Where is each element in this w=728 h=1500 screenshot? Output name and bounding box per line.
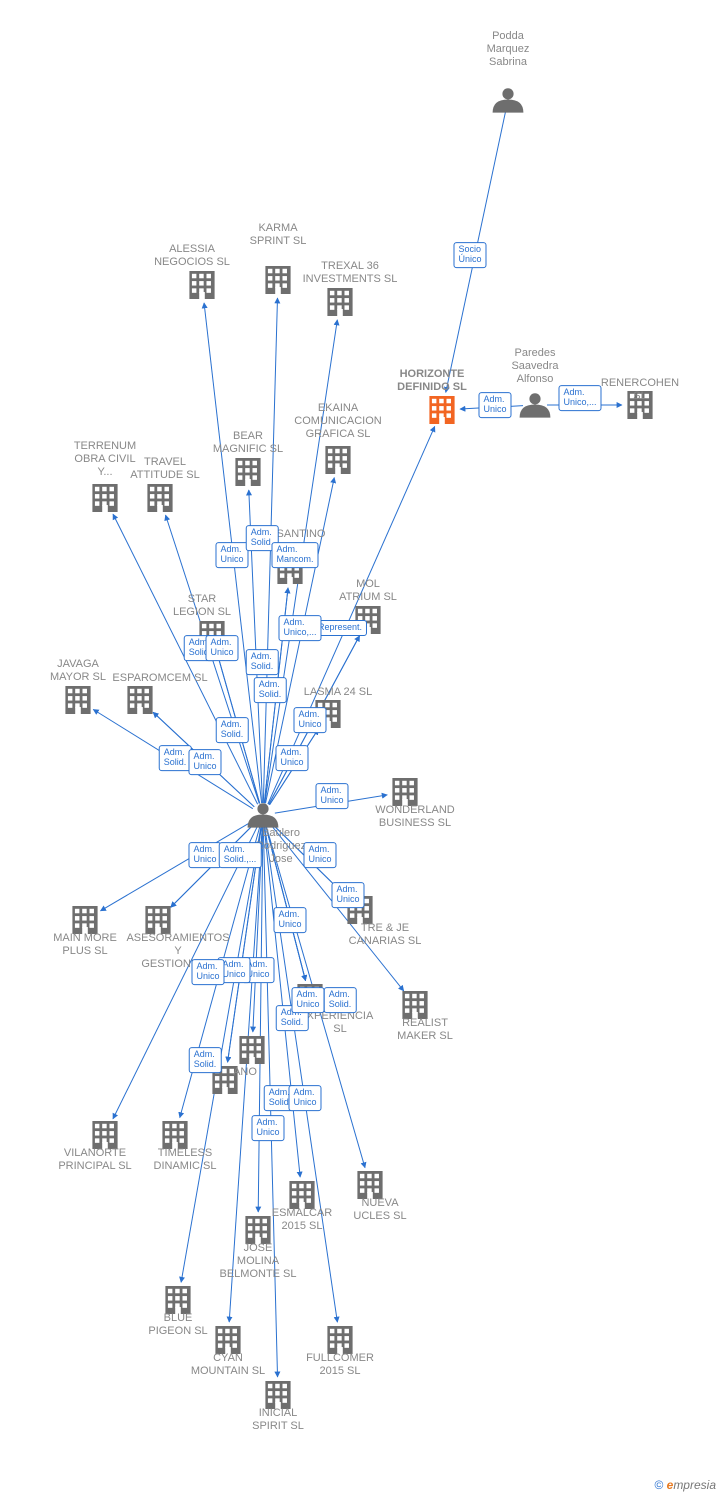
edge	[460, 406, 523, 409]
edge	[269, 636, 360, 805]
edge	[264, 827, 300, 1177]
building-icon[interactable]	[189, 271, 214, 299]
building-icon[interactable]	[239, 1036, 264, 1064]
building-icon[interactable]	[357, 1171, 382, 1199]
network-graph-svg	[0, 0, 728, 1500]
building-icon[interactable]	[265, 1381, 290, 1409]
edge	[263, 827, 277, 1377]
building-icon[interactable]	[325, 446, 350, 474]
building-icon[interactable]	[145, 906, 170, 934]
building-icon[interactable]	[429, 396, 454, 424]
building-icon[interactable]	[327, 288, 352, 316]
building-icon[interactable]	[92, 1121, 117, 1149]
person-icon[interactable]	[520, 393, 551, 417]
edge	[204, 303, 262, 803]
edge	[93, 710, 253, 809]
person-icon[interactable]	[248, 803, 279, 827]
building-icon[interactable]	[147, 484, 172, 512]
building-icon[interactable]	[327, 1326, 352, 1354]
building-icon[interactable]	[265, 266, 290, 294]
person-icon[interactable]	[493, 88, 524, 112]
copyright-symbol: ©	[654, 1478, 663, 1492]
edge	[263, 298, 277, 803]
building-icon[interactable]	[289, 1181, 314, 1209]
edge	[269, 729, 318, 805]
building-icon[interactable]	[402, 991, 427, 1019]
edge	[171, 823, 255, 907]
building-icon[interactable]	[235, 458, 260, 486]
edge	[153, 712, 254, 807]
building-icon[interactable]	[212, 1066, 237, 1094]
edge	[275, 795, 387, 813]
edge	[264, 588, 288, 803]
building-icon[interactable]	[127, 686, 152, 714]
building-icon[interactable]	[277, 556, 302, 584]
edge	[101, 821, 253, 911]
edge	[265, 478, 334, 804]
brand-rest: mpresia	[673, 1478, 716, 1492]
building-icon[interactable]	[355, 606, 380, 634]
building-icon[interactable]	[72, 906, 97, 934]
building-icon[interactable]	[65, 686, 90, 714]
edge	[265, 827, 338, 1322]
building-icon[interactable]	[392, 778, 417, 806]
building-icon[interactable]	[165, 1286, 190, 1314]
building-icon[interactable]	[215, 1326, 240, 1354]
edge	[249, 490, 263, 803]
building-icon[interactable]	[199, 621, 224, 649]
watermark: © empresia	[654, 1478, 716, 1492]
edge	[270, 824, 403, 991]
building-icon[interactable]	[297, 984, 322, 1012]
edge	[272, 823, 348, 897]
building-icon[interactable]	[315, 700, 340, 728]
edge	[228, 827, 262, 1062]
building-icon[interactable]	[627, 391, 652, 419]
building-icon[interactable]	[162, 1121, 187, 1149]
edge	[446, 112, 506, 393]
edge	[113, 514, 258, 804]
building-icon[interactable]	[92, 484, 117, 512]
building-icon[interactable]	[347, 896, 372, 924]
building-icon[interactable]	[245, 1216, 270, 1244]
edge	[258, 827, 263, 1212]
